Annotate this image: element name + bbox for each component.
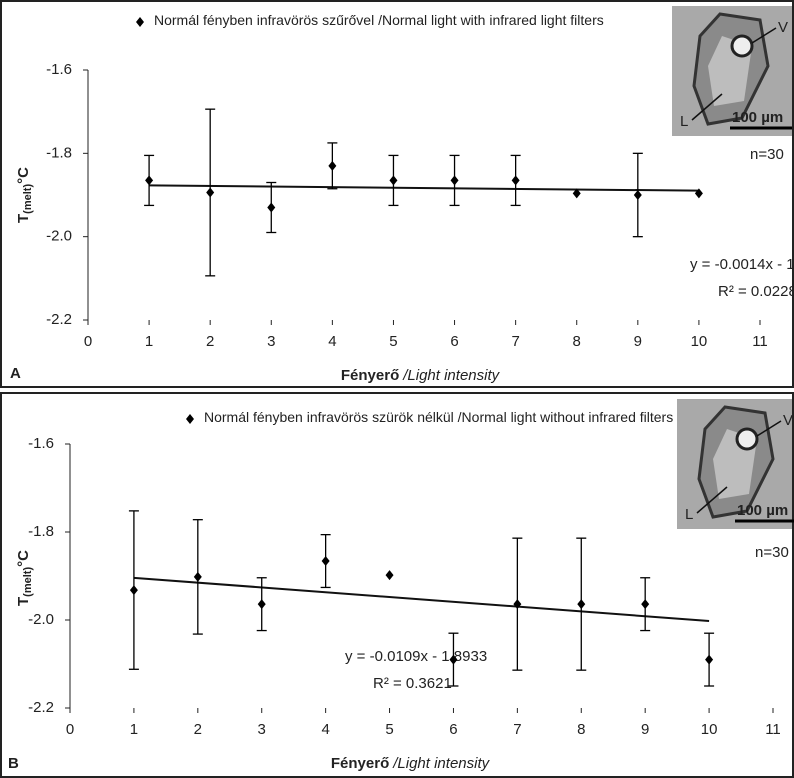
x-tick-label: 10 <box>701 721 718 738</box>
x-axis-title: Fényerő/Light intensity <box>341 367 501 384</box>
panel-letter: A <box>10 365 21 382</box>
legend-marker <box>186 414 194 424</box>
inset-label: L <box>680 113 688 130</box>
x-tick-label: 4 <box>321 721 329 738</box>
x-axis-title-bold: Fényerő <box>331 755 389 772</box>
y-tick-label: -2.0 <box>46 228 72 245</box>
x-tick-label: 3 <box>267 333 275 350</box>
x-tick-label: 6 <box>450 333 458 350</box>
x-axis-title: Fényerő/Light intensity <box>331 755 491 772</box>
data-point <box>705 654 714 665</box>
y-tick-label: -2.2 <box>46 311 72 328</box>
data-point <box>511 175 520 186</box>
panel-frame <box>0 0 794 388</box>
legend: Normál fényben infravörös szűrővel /Norm… <box>154 12 604 28</box>
panel-letter: B <box>8 755 19 772</box>
y-tick-label: -1.6 <box>46 61 72 78</box>
x-tick-label: 9 <box>634 333 642 350</box>
y-axis-title-unit: °C <box>15 167 32 184</box>
data-point <box>328 160 337 171</box>
arrow <box>696 486 728 514</box>
x-tick-label: 10 <box>691 333 708 350</box>
inset-n: n=30 <box>750 146 784 163</box>
x-tick-label: 5 <box>389 333 397 350</box>
data-point <box>633 190 642 200</box>
x-tick-label: 7 <box>513 721 521 738</box>
y-tick-label: -1.8 <box>28 523 54 540</box>
y-axis-title-main: T <box>15 214 32 223</box>
data-point <box>641 599 650 610</box>
trendline-r2: R² = 0.3621 <box>373 675 452 692</box>
y-axis-title-sub: (melt) <box>22 184 34 214</box>
trendline <box>133 576 710 623</box>
y-tick-label: -2.2 <box>28 699 54 716</box>
data-point <box>321 556 330 567</box>
x-tick-label: 6 <box>449 721 457 738</box>
x-tick-label: 5 <box>385 721 393 738</box>
panel-frame <box>0 392 794 778</box>
inset-scale: 100 µm <box>732 109 783 126</box>
x-tick-label: 11 <box>752 333 768 350</box>
data-point <box>694 188 703 199</box>
data-point <box>129 585 138 596</box>
legend-marker <box>136 17 144 27</box>
data-point <box>513 599 522 610</box>
data-point <box>450 175 459 186</box>
x-tick-label: 4 <box>328 333 336 350</box>
data-point <box>389 175 398 186</box>
legend-label: Normál fényben infravörös szürök nélkül … <box>204 409 674 425</box>
x-axis-title-italic: /Light intensity <box>402 367 500 384</box>
inset-n: n=30 <box>755 544 789 561</box>
x-tick-label: 2 <box>194 721 202 738</box>
trendline <box>149 184 699 192</box>
legend-label: Normál fényben infravörös szűrővel /Norm… <box>154 12 604 28</box>
x-tick-label: 11 <box>765 721 781 738</box>
y-axis-title-main: T <box>15 597 32 606</box>
y-tick-label: -1.8 <box>46 144 72 161</box>
arrow <box>751 27 777 44</box>
data-point <box>267 202 276 213</box>
y-axis-title-unit: °C <box>15 550 32 567</box>
vapour-bubble <box>735 427 759 451</box>
inset-label: V <box>783 412 793 429</box>
vapour-bubble <box>730 34 754 58</box>
trendline-equation: y = -0.0014x - 1.8756 <box>690 256 794 273</box>
y-axis-title: T(melt)°C <box>15 167 34 223</box>
data-point <box>145 175 154 186</box>
data-point <box>449 654 458 665</box>
arrow <box>756 420 782 437</box>
x-tick-label: 8 <box>577 721 585 738</box>
y-tick-label: -1.6 <box>28 435 54 452</box>
x-axis-title-italic: /Light intensity <box>392 755 490 772</box>
x-tick-label: 1 <box>145 333 153 350</box>
data-point <box>577 599 586 610</box>
x-tick-label: 2 <box>206 333 214 350</box>
x-tick-label: 1 <box>130 721 138 738</box>
x-tick-label: 7 <box>511 333 519 350</box>
arrow <box>691 93 723 121</box>
x-tick-label: 3 <box>258 721 266 738</box>
y-axis-title-sub: (melt) <box>22 567 34 597</box>
data-point <box>206 187 215 198</box>
data-point <box>385 570 394 581</box>
inset-scale: 100 µm <box>737 502 788 519</box>
data-point <box>193 571 202 582</box>
x-tick-label: 8 <box>573 333 581 350</box>
trendline-r2: R² = 0.0228 <box>718 283 794 300</box>
x-tick-label: 0 <box>66 721 74 738</box>
y-axis-title: T(melt)°C <box>15 550 34 606</box>
x-tick-label: 9 <box>641 721 649 738</box>
y-tick-label: -2.0 <box>28 611 54 628</box>
legend: Normál fényben infravörös szürök nélkül … <box>204 409 674 425</box>
inset-label: V <box>778 19 788 36</box>
inset-label: L <box>685 506 693 523</box>
x-tick-label: 0 <box>84 333 92 350</box>
data-point <box>257 599 266 610</box>
x-axis-title-bold: Fényerő <box>341 367 399 384</box>
data-point <box>572 188 581 199</box>
trendline-equation: y = -0.0109x - 1.8933 <box>345 648 487 665</box>
